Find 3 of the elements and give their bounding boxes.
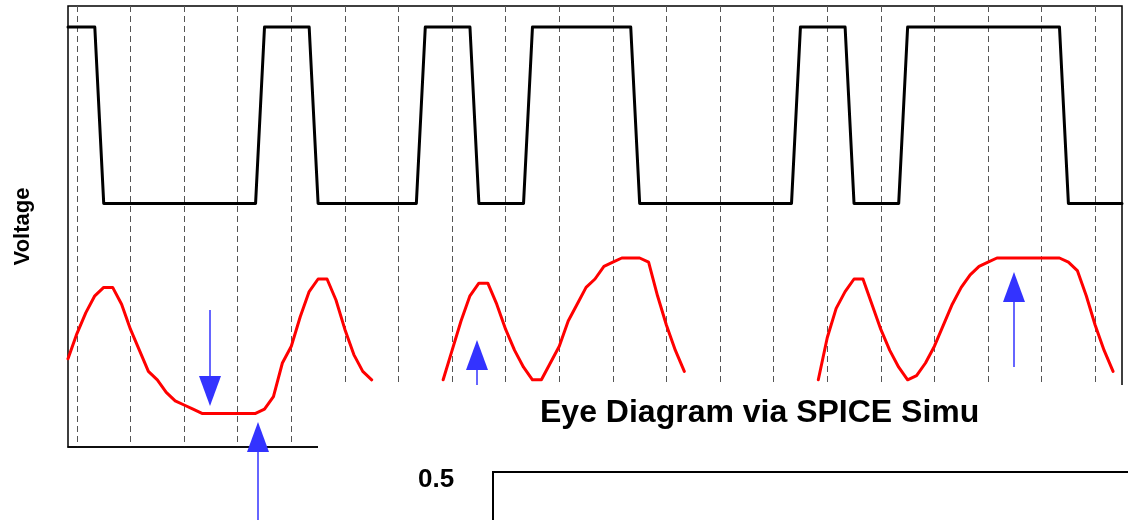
text: Eye Diagram via SPICE Simu (540, 393, 980, 430)
text: 0.5 (418, 463, 455, 494)
y-axis-title: Voltage (8, 187, 34, 266)
